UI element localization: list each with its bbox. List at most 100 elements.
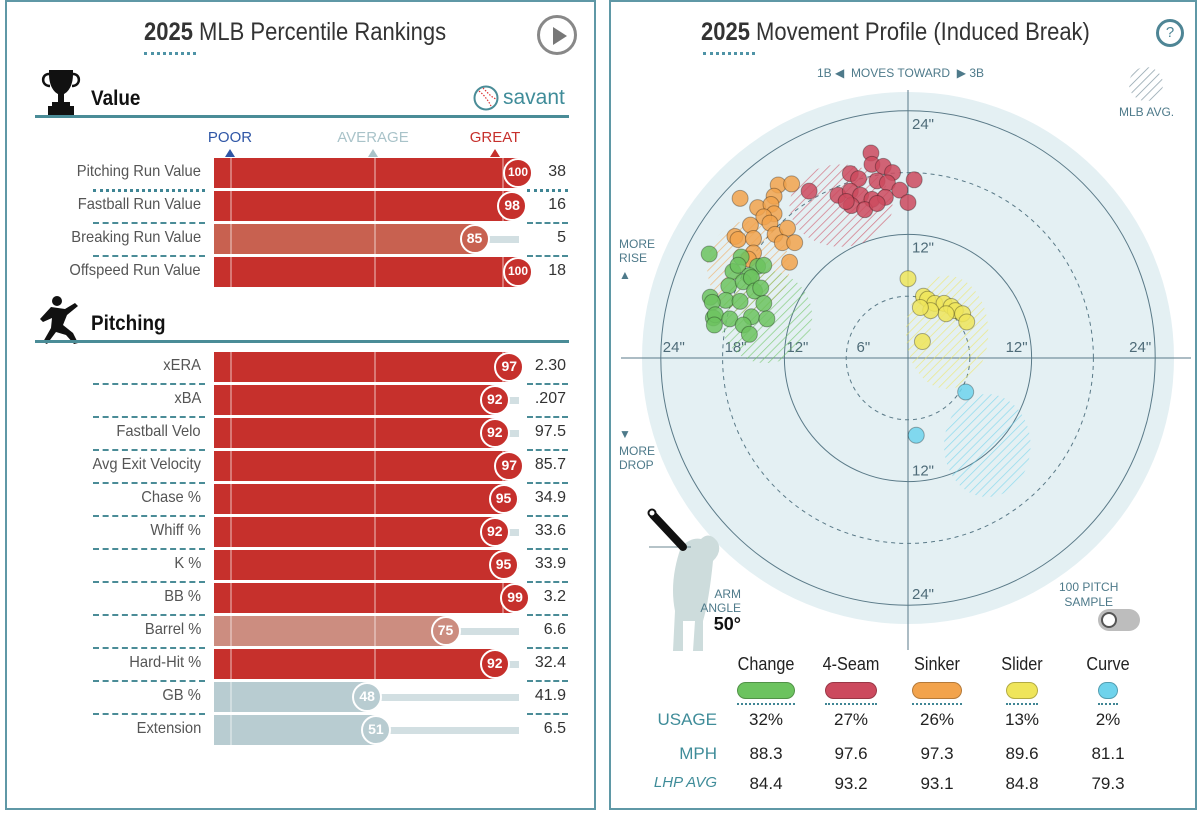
metric-value: 38 [548, 163, 566, 180]
pitch-point-4-seam[interactable] [850, 170, 868, 188]
help-button[interactable]: ? [1156, 19, 1184, 47]
percentile-bubble: 92 [479, 418, 510, 448]
metric-value: 32.4 [534, 654, 566, 671]
pitch-point-sinker[interactable] [783, 175, 801, 193]
pitch-mph: 97.3 [920, 744, 954, 763]
bar-track [474, 236, 519, 243]
bar-track [367, 694, 519, 701]
metric-label: Fastball Velo [116, 423, 201, 440]
pitch-point-change[interactable] [729, 256, 747, 274]
percentile-row[interactable]: Offspeed Run Value 100 18 [7, 257, 594, 287]
pitch-point-4-seam[interactable] [800, 182, 818, 200]
pitch-point-change[interactable] [721, 310, 739, 328]
pitch-point-slider[interactable] [913, 333, 931, 351]
percentile-bar: 100 [214, 257, 533, 287]
percentile-row[interactable]: Whiff % 92 33.6 [7, 517, 594, 547]
percentile-row[interactable]: Extension 51 6.5 [7, 715, 594, 745]
scale-label-average: AVERAGE [337, 129, 409, 146]
pitch-name: 4-Seam [822, 654, 880, 674]
pitch-point-change[interactable] [740, 325, 758, 343]
more-rise-line2: RISE [619, 251, 648, 265]
direction-text: MOVES TOWARD [850, 66, 951, 80]
pitch-point-change[interactable] [705, 316, 723, 334]
percentile-row[interactable]: xBA 92 .207 [7, 385, 594, 415]
metric-label: Fastball Run Value [77, 196, 201, 213]
pitch-name: Sinker [914, 654, 960, 674]
bar-fill [214, 191, 513, 221]
pitch-color-swatch [912, 682, 962, 699]
pitch-point-4-seam[interactable] [899, 193, 917, 211]
arm-label-1: ARM [714, 587, 741, 601]
percentile-row[interactable]: Avg Exit Velocity 97 85.7 [7, 451, 594, 481]
percentile-row[interactable]: xERA 97 2.30 [7, 352, 594, 382]
savant-brand-text: savant [503, 86, 565, 109]
pitch-point-sinker[interactable] [781, 253, 799, 271]
pitch-point-4-seam[interactable] [868, 195, 886, 212]
pitch-point-curve[interactable] [907, 426, 925, 444]
pitch-point-4-seam[interactable] [837, 192, 855, 210]
scale-label-poor: POOR [207, 129, 253, 146]
pitch-point-4-seam[interactable] [891, 181, 909, 199]
pitch-point-curve[interactable] [957, 383, 975, 401]
pitch-point-change[interactable] [700, 245, 718, 263]
pitch-point-change[interactable] [755, 294, 773, 312]
percentile-row[interactable]: Hard-Hit % 92 32.4 [7, 649, 594, 679]
percentile-bar: 92 [214, 517, 519, 547]
play-button[interactable] [537, 15, 577, 55]
pitch-point-slider[interactable] [937, 305, 955, 323]
percentile-row[interactable]: Fastball Velo 92 97.5 [7, 418, 594, 448]
row-separator [93, 713, 205, 715]
pitch-point-slider[interactable] [899, 270, 917, 288]
direction-1b: 1B [817, 66, 832, 80]
metric-value: 6.6 [543, 621, 566, 638]
pitch-point-sinker[interactable] [778, 219, 796, 237]
percentile-bubble: 100 [503, 158, 533, 188]
pitch-point-sinker[interactable] [745, 230, 762, 248]
scale-gridline [374, 418, 376, 448]
metric-value: 16 [548, 196, 566, 213]
percentile-rankings-panel: 2025 MLB Percentile Rankings Value savant… [5, 0, 596, 810]
pitch-point-sinker[interactable] [786, 234, 804, 252]
pitch-point-slider[interactable] [958, 313, 976, 331]
ring-label: 12" [912, 463, 934, 480]
pitch-point-slider[interactable] [911, 299, 929, 317]
pitch-point-change[interactable] [720, 277, 738, 295]
percentile-row[interactable]: K % 95 33.9 [7, 550, 594, 580]
scale-gridline [230, 352, 232, 382]
percentile-bar: 85 [214, 224, 519, 254]
percentile-row[interactable]: Pitching Run Value 100 38 [7, 158, 594, 188]
pitch-usage: 32% [748, 710, 784, 729]
percentile-bubble: 51 [360, 715, 391, 745]
percentile-row[interactable]: BB % 99 3.2 [7, 583, 594, 613]
pitch-point-change[interactable] [758, 310, 776, 328]
ring-label: 12" [912, 239, 934, 256]
pitcher-arm-angle-figure [647, 508, 720, 651]
bar-fill [214, 158, 518, 188]
pitch-point-sinker[interactable] [731, 189, 749, 207]
pitch-point-change[interactable] [731, 292, 749, 310]
pitch-point-change[interactable] [752, 279, 770, 297]
pitch-point-change[interactable] [755, 256, 773, 274]
percentile-row[interactable]: GB % 48 41.9 [7, 682, 594, 712]
percentile-row[interactable]: Barrel % 75 6.6 [7, 616, 594, 646]
percentile-row[interactable]: Chase % 95 34.9 [7, 484, 594, 514]
pitch-color-swatch [1098, 682, 1118, 699]
scale-gridline [374, 583, 376, 613]
scale-gridline [374, 224, 376, 254]
bar-fill [214, 616, 446, 646]
percentile-row[interactable]: Breaking Run Value 85 5 [7, 224, 594, 254]
percentile-bubble: 92 [479, 517, 510, 547]
pitch-point-4-seam[interactable] [905, 171, 923, 189]
scale-gridline [374, 451, 376, 481]
scale-gridline [374, 191, 376, 221]
metric-value: 85.7 [534, 456, 566, 473]
swatch-underline [825, 703, 877, 705]
percentile-row[interactable]: Fastball Run Value 98 16 [7, 191, 594, 221]
pitch-point-sinker[interactable] [729, 231, 747, 249]
row-separator [93, 581, 205, 583]
metric-value: 33.9 [534, 555, 566, 572]
sample-toggle[interactable] [1098, 609, 1140, 631]
row-separator [93, 614, 205, 616]
percentile-bubble: 92 [479, 385, 510, 415]
percentile-bar: 51 [214, 715, 519, 745]
